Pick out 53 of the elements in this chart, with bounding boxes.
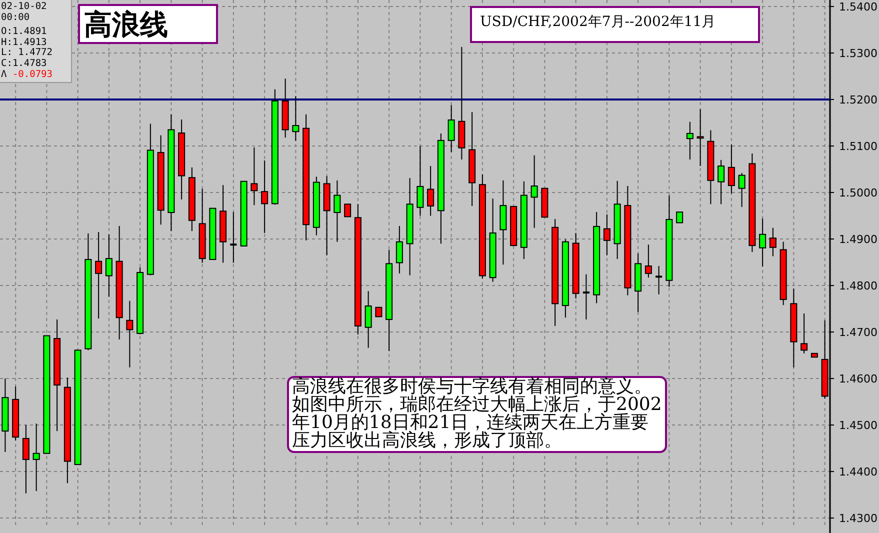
candlestick <box>105 234 112 298</box>
y-tick-label: 1.5400 <box>839 0 878 14</box>
y-tick-label: 1.5100 <box>839 140 878 154</box>
y-tick-label: 1.4300 <box>839 512 878 526</box>
candlestick <box>696 108 704 167</box>
text-box: USD/CHF,2002年7月--2002年11月 <box>470 6 760 43</box>
candlestick <box>530 154 538 228</box>
y-tick-label: 1.5200 <box>839 94 878 107</box>
candlestick <box>656 265 662 295</box>
candlestick <box>396 225 403 274</box>
candlestick <box>769 227 776 257</box>
y-tick-label: 1.4800 <box>839 280 878 293</box>
candlestick <box>603 214 610 256</box>
y-tick-label: 1.5000 <box>839 186 878 200</box>
text-box: 高浪线 <box>78 4 218 44</box>
y-tick-label: 1.5300 <box>839 47 878 60</box>
candlestick <box>126 300 134 368</box>
candlestick <box>95 232 102 320</box>
annotation: O:1.4891 <box>1 26 48 38</box>
y-tick-label: 1.4700 <box>839 326 878 340</box>
candlestick <box>292 96 300 142</box>
candlestick <box>427 166 434 216</box>
candlestick <box>250 146 258 206</box>
candlestick <box>728 144 735 194</box>
y-tick-label: 1.4600 <box>839 372 878 386</box>
annotation: H:1.4913 <box>1 36 48 48</box>
candlestick <box>32 423 40 492</box>
candlestick <box>644 244 652 278</box>
annotation: Λ -0.0793 <box>1 68 52 80</box>
candlestick <box>738 172 746 208</box>
candlestick <box>230 212 237 264</box>
y-tick-label: 1.4900 <box>839 233 878 246</box>
candlestick <box>676 212 684 224</box>
candlestick <box>686 121 694 160</box>
candlestick <box>448 104 455 153</box>
candlestick <box>344 204 352 218</box>
candlestick <box>261 160 268 234</box>
annotation: C:1.4783 <box>1 58 48 70</box>
candlestick <box>22 424 30 494</box>
candlestick <box>582 274 590 320</box>
candlestick <box>375 306 382 318</box>
candlestick <box>334 180 341 242</box>
y-tick-label: 1.4500 <box>839 419 878 432</box>
text-box: 高浪线在很多时侯与十字线有着相同的意义。如图中所示，瑞郎在经过大幅上涨后，于2002年10月的18日和21日，连续两天在上方重要压力区收出高浪线，形成了顶部。 <box>287 376 667 453</box>
candlestick <box>800 312 808 354</box>
candlestick <box>718 159 725 205</box>
candlestick <box>364 290 372 348</box>
candlestick <box>759 218 766 267</box>
annotation: 02-10-02 <box>1 1 48 13</box>
y-tick-label: 1.4400 <box>839 466 878 479</box>
annotation: 00:00 <box>1 12 31 24</box>
annotation: L: 1.4772 <box>1 47 54 59</box>
candlestick <box>416 146 424 216</box>
